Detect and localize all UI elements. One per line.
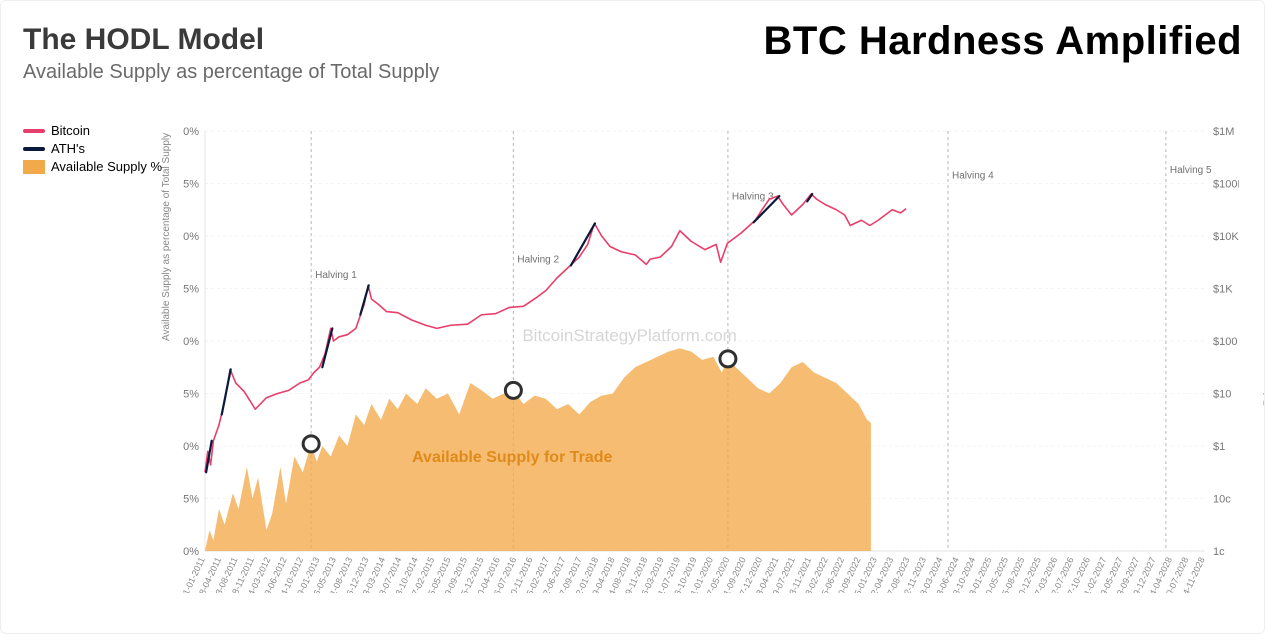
svg-text:20%: 20%	[183, 441, 199, 453]
svg-text:Halving 1: Halving 1	[315, 270, 357, 281]
svg-text:$1M: $1M	[1213, 126, 1234, 138]
legend-item-supply: Available Supply %	[23, 159, 162, 174]
legend-swatch	[23, 160, 45, 174]
chart-subtitle: Available Supply as percentage of Total …	[23, 61, 439, 84]
svg-text:$100K: $100K	[1213, 179, 1239, 191]
y-axis-left-label: Available Supply as percentage of Total …	[161, 133, 172, 341]
svg-text:Halving 4: Halving 4	[952, 170, 994, 181]
svg-text:1c: 1c	[1213, 546, 1225, 558]
title-block: The HODL Model Available Supply as perce…	[23, 23, 439, 84]
legend-label: Available Supply %	[51, 159, 162, 174]
chart-title: The HODL Model	[23, 23, 439, 57]
chart-plot: 10%15%20%25%30%35%40%45%50%1c10c$1$10$10…	[183, 123, 1239, 573]
svg-text:40%: 40%	[183, 231, 199, 243]
svg-text:$10K: $10K	[1213, 231, 1239, 243]
svg-text:45%: 45%	[183, 179, 199, 191]
svg-text:30%: 30%	[183, 336, 199, 348]
svg-text:50%: 50%	[183, 126, 199, 138]
chart-frame: The HODL Model Available Supply as perce…	[0, 0, 1265, 634]
svg-text:$10: $10	[1213, 389, 1231, 401]
svg-text:Halving 2: Halving 2	[517, 254, 559, 265]
legend-label: ATH's	[51, 141, 85, 156]
legend-item-bitcoin: Bitcoin	[23, 123, 162, 138]
chart-svg: 10%15%20%25%30%35%40%45%50%1c10c$1$10$10…	[183, 123, 1239, 593]
svg-text:Available Supply for Trade: Available Supply for Trade	[412, 449, 612, 466]
svg-text:$1: $1	[1213, 441, 1225, 453]
legend-swatch	[23, 129, 45, 133]
svg-text:25%: 25%	[183, 389, 199, 401]
svg-text:35%: 35%	[183, 284, 199, 296]
svg-text:15%: 15%	[183, 494, 199, 506]
legend: Bitcoin ATH's Available Supply %	[23, 123, 162, 177]
legend-swatch	[23, 147, 45, 151]
overlay-title: BTC Hardness Amplified	[764, 19, 1242, 64]
legend-item-ath: ATH's	[23, 141, 162, 156]
svg-text:$1K: $1K	[1213, 284, 1233, 296]
svg-text:10c: 10c	[1213, 494, 1231, 506]
legend-label: Bitcoin	[51, 123, 90, 138]
svg-text:$100: $100	[1213, 336, 1237, 348]
svg-text:Halving 5: Halving 5	[1170, 165, 1212, 176]
svg-text:BitcoinStrategyPlatform.com: BitcoinStrategyPlatform.com	[522, 326, 736, 345]
